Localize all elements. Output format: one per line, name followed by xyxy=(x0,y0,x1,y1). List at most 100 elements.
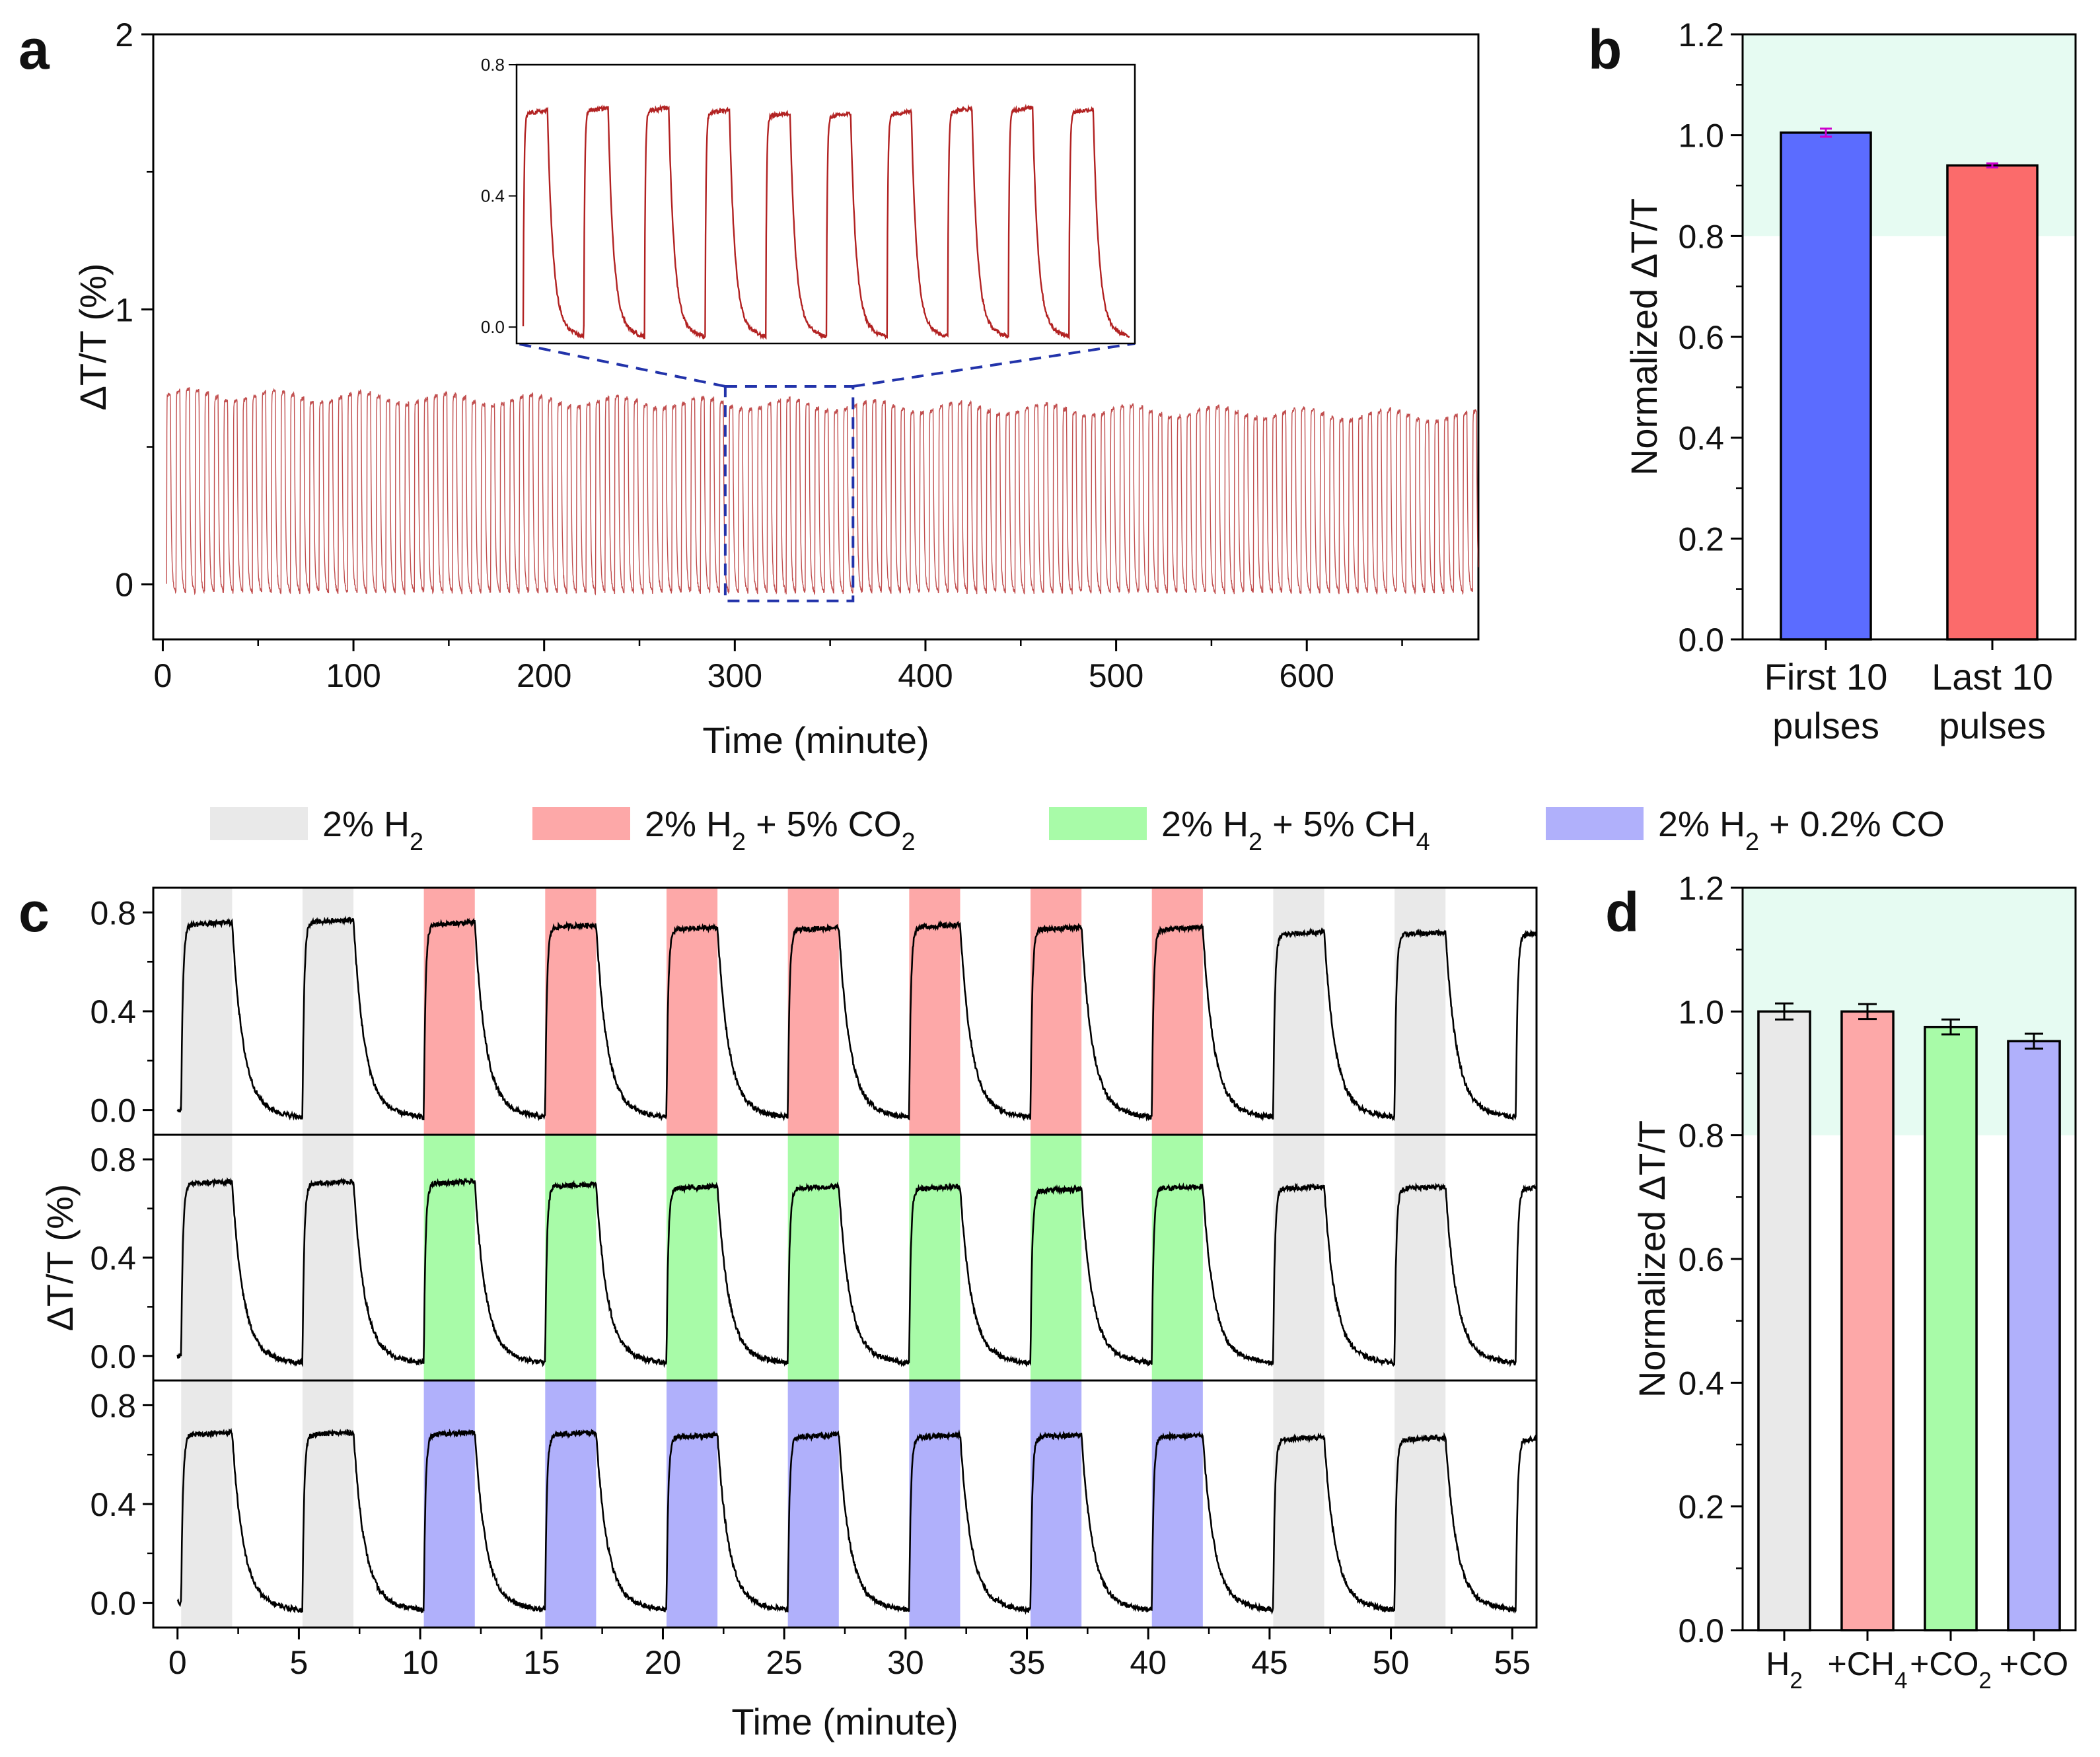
panel-a-zoom-connector xyxy=(852,342,1136,388)
panel-c-ytick-label: 0.0 xyxy=(90,1338,136,1375)
panel-c-xtick-label: 45 xyxy=(1251,1644,1288,1681)
panel-b-bar xyxy=(1780,131,1872,641)
panel-a-inset-frame xyxy=(515,63,1136,345)
legend-label: 2% H2 + 5% CH4 xyxy=(1161,805,1430,856)
panel-c-pulse-band xyxy=(909,1381,960,1628)
panel-c-pulse-band xyxy=(545,1381,597,1628)
panel-c-pulse-band xyxy=(666,888,718,1135)
panel-c-pulse-band xyxy=(302,888,354,1135)
panel-d: H2 +CH4 +CO2 +CO0.00.20.40.60.81.01.2Normal… xyxy=(1631,870,2077,1694)
legend-label: 2% H2 + 0.2% CO xyxy=(1658,805,1945,856)
panel-b-ytick-label: 0.0 xyxy=(1678,622,1724,659)
panel-b-ytick-label: 1.2 xyxy=(1678,17,1724,54)
panel-label-a: a xyxy=(18,18,50,81)
panel-a-xtick-label: 100 xyxy=(326,657,380,694)
panel-d-bar xyxy=(1924,1026,1978,1632)
panel-c-pulse-band xyxy=(1151,888,1203,1135)
panel-b-xtick-label: pulses xyxy=(1772,705,1879,746)
panel-c: 0.0 0.4 0.8 0.0 0.4 0.8 0.0 0.4 0.8 0 5 10 15 20 25 30 3… xyxy=(39,886,1538,1742)
panel-b: First 10 pulses Last 10 pulses 0.0 0.2 0.4 0.6 0… xyxy=(1623,17,2077,746)
panel-b-xtick-label: pulses xyxy=(1939,705,2046,746)
legend-label-part: 2% H xyxy=(322,805,410,844)
panel-label-d: d xyxy=(1605,881,1639,943)
panel-c-pulse-band xyxy=(423,888,475,1135)
panel-c-xtick-label: 30 xyxy=(887,1644,924,1681)
panel-b-ytick-label: 0.8 xyxy=(1678,218,1724,255)
legend-label-part: 2% H xyxy=(645,805,732,844)
panel-label-c: c xyxy=(18,881,50,943)
legend-label-part: 2 xyxy=(902,828,916,856)
panel-label-b: b xyxy=(1588,18,1622,81)
panel-d-bar xyxy=(1757,1010,1811,1632)
panel-c-pulse-band xyxy=(787,888,839,1135)
panel-c-xtick-label: 5 xyxy=(290,1644,308,1681)
panel-a-xtick-label: 400 xyxy=(898,657,953,694)
legend-label-part: 2 xyxy=(410,828,423,856)
legend: 2% H2 2% H2 + 5% CO2 2% H2 + 5% CH4 2% H2 +… xyxy=(210,805,1945,856)
panel-c-series-line xyxy=(176,1177,1537,1369)
panel-c-pulse-band xyxy=(666,1381,718,1628)
panel-c-pulse-band xyxy=(545,1135,597,1381)
panel-c-ytick-label: 0.4 xyxy=(90,1240,136,1277)
legend-swatch xyxy=(210,807,308,840)
panel-d-ytick-label: 0.6 xyxy=(1678,1241,1724,1278)
panel-c-pulse-band xyxy=(1394,1135,1446,1381)
panel-c-pulse-band xyxy=(302,1135,354,1381)
panel-d-ytick-label: 0.8 xyxy=(1678,1118,1724,1155)
legend-label-part: 2% H xyxy=(1658,805,1745,844)
panel-c-ylabel: ΔT/T (%) xyxy=(39,1184,81,1331)
panel-c-pulse-band xyxy=(1273,1135,1324,1381)
panel-a-ytick-label: 2 xyxy=(115,17,133,54)
panel-d-ytick-label: 1.2 xyxy=(1678,870,1724,907)
panel-d-ytick-label: 0.2 xyxy=(1678,1489,1724,1526)
panel-b-ytick-label: 0.2 xyxy=(1678,520,1724,557)
panel-d-xtick-label-base: H xyxy=(1766,1645,1790,1682)
panel-c-xtick-label: 55 xyxy=(1494,1644,1531,1681)
panel-d-bar xyxy=(2007,1040,2061,1632)
panel-c-ytick-label: 0.8 xyxy=(90,1141,136,1178)
panel-a-xtick-label: 200 xyxy=(517,657,571,694)
panel-d-xtick-label: +CO xyxy=(2000,1645,2068,1682)
legend-label-part: 2% H xyxy=(1161,805,1249,844)
panel-c-ytick-label: 0.8 xyxy=(90,1387,136,1424)
panel-b-ylabel: Normalized ΔT/T xyxy=(1623,198,1665,476)
legend-label: 2% H2 xyxy=(322,805,423,856)
panel-a-xlabel: Time (minute) xyxy=(702,719,929,761)
panel-a-xtick-label: 0 xyxy=(154,657,172,694)
panel-c-xtick-label: 40 xyxy=(1130,1644,1167,1681)
panel-a-xtick-label: 500 xyxy=(1089,657,1143,694)
panel-d-xtick-label-base: +CO xyxy=(1910,1645,1978,1682)
panel-c-pulse-band xyxy=(1151,1135,1203,1381)
panel-d-ytick-label: 0.0 xyxy=(1678,1612,1724,1649)
panel-a-xtick-label: 600 xyxy=(1280,657,1334,694)
panel-d-ytick-label: 0.4 xyxy=(1678,1365,1724,1402)
panel-c-pulse-band xyxy=(1031,1135,1082,1381)
panel-c-pulse-band xyxy=(181,1135,233,1381)
panel-c-pulse-band xyxy=(302,1381,354,1628)
panel-a-inset-line xyxy=(522,104,1130,340)
legend-label-part: 4 xyxy=(1416,828,1430,856)
panel-c-pulse-band xyxy=(1273,1381,1324,1628)
panel-a-zoom-box xyxy=(723,384,855,602)
legend-swatch xyxy=(532,807,630,840)
legend-label: 2% H2 + 5% CO2 xyxy=(645,805,916,856)
panel-a-inset-ytick-label: 0.8 xyxy=(481,55,505,75)
panel-d-bar xyxy=(1840,1010,1895,1632)
panel-d-xtick-label-base: +CH xyxy=(1828,1645,1895,1682)
panel-c-ytick-label: 0.0 xyxy=(90,1093,136,1130)
panel-c-pulse-band xyxy=(1394,888,1446,1135)
panel-c-xtick-label: 10 xyxy=(402,1644,439,1681)
panel-a-series-line xyxy=(166,387,1479,596)
panel-d-xtick-label: +CO2 xyxy=(1910,1645,1992,1694)
legend-label-part: 2 xyxy=(732,828,746,856)
panel-a-ytick-label: 1 xyxy=(115,291,133,328)
panel-c-ytick-label: 0.4 xyxy=(90,993,136,1030)
panel-c-ytick-label: 0.8 xyxy=(90,894,136,931)
panel-b-bar xyxy=(1946,164,2039,641)
panel-c-xtick-label: 20 xyxy=(645,1644,682,1681)
panel-c-pulse-band xyxy=(909,1135,960,1381)
panel-c-xlabel: Time (minute) xyxy=(731,1701,958,1742)
panel-c-pulse-band xyxy=(1273,888,1324,1135)
panel-d-xtick-label-base: +CO xyxy=(2000,1645,2068,1682)
panel-c-ytick-label: 0.4 xyxy=(90,1486,136,1523)
